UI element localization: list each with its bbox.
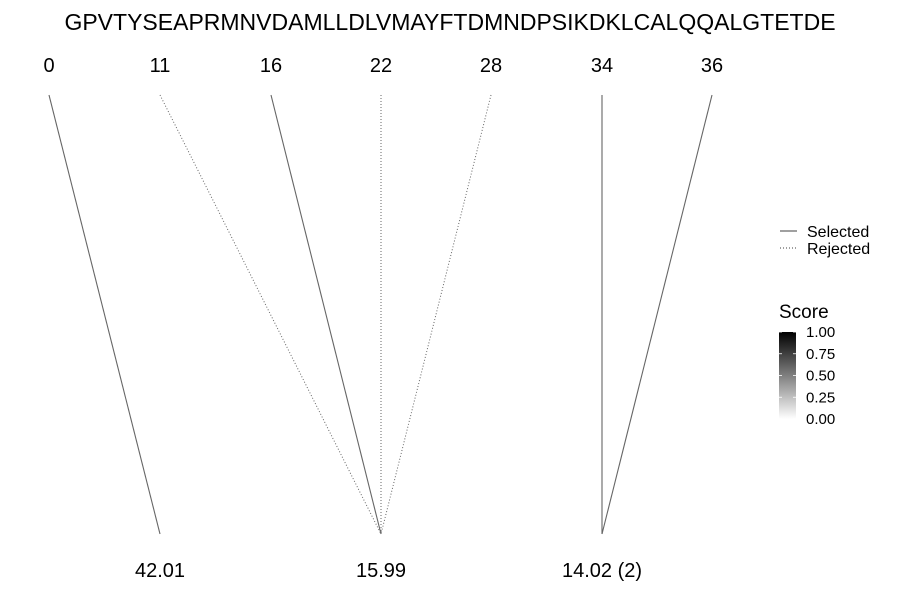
score-tick-label: 0.25 [806,389,835,406]
bottom-score-label: 15.99 [356,560,406,582]
score-tick-label: 1.00 [806,324,835,341]
legend-label-selected: Selected [807,224,869,241]
sequence-title: GPVTYSEAPRMNVDAMLLDLVMAYFTDMNDPSIKDKLCAL… [64,9,835,35]
top-position-label: 28 [480,55,502,77]
score-tick-label: 0.00 [806,411,835,428]
line-type-legend: Selected Rejected [780,224,870,258]
score-colorbar [779,332,796,419]
top-position-label: 36 [701,55,723,77]
bottom-score-label: 14.02 (2) [562,560,642,582]
bottom-score-label: 42.01 [135,560,185,582]
connection-lines [48,94,713,535]
score-legend: Score 1.00 0.75 0.50 0.25 0.00 [779,302,835,428]
bottom-score-labels: 42.01 15.99 14.02 (2) [135,560,642,582]
rejected-connection-line [159,94,382,535]
selected-connection-line [48,94,161,535]
top-position-label: 0 [43,55,54,77]
legend-label-rejected: Rejected [807,241,870,258]
selected-connection-line [601,94,713,535]
top-position-label: 11 [150,55,171,77]
top-position-labels: 0 11 16 22 28 34 36 [43,55,723,77]
top-position-label: 16 [260,55,282,77]
score-tick-label: 0.75 [806,346,835,363]
score-legend-title: Score [779,302,829,323]
top-position-label: 22 [370,55,392,77]
rejected-connection-line [380,94,492,535]
top-position-label: 34 [591,55,613,77]
selected-connection-line [270,94,382,535]
score-ticks: 1.00 0.75 0.50 0.25 0.00 [779,324,835,428]
score-tick-label: 0.50 [806,368,835,385]
